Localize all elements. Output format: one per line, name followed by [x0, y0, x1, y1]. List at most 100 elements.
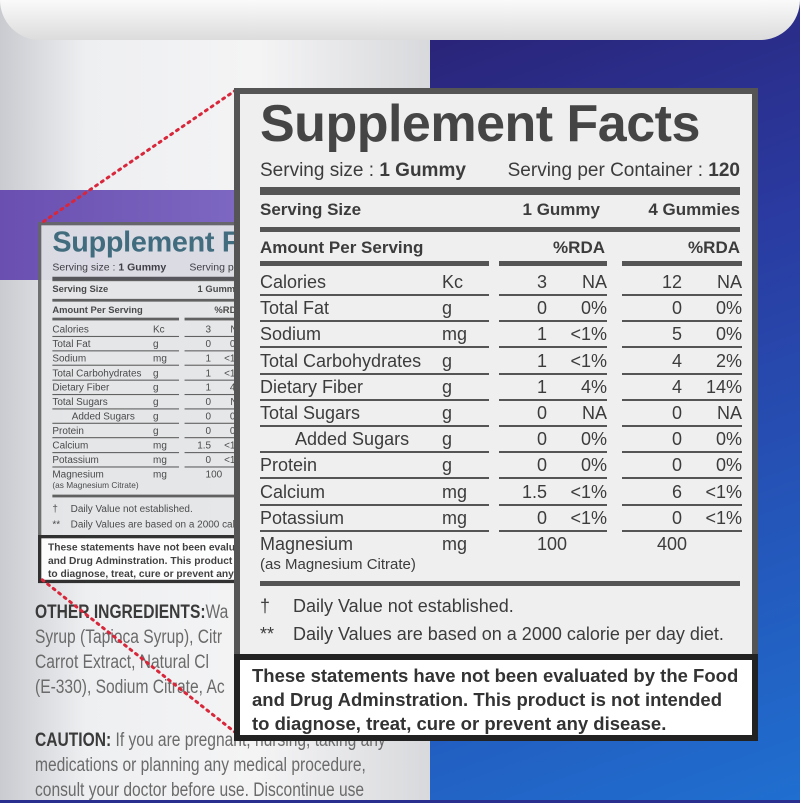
rda-1-gummy: <1% [570, 481, 607, 502]
nutrient-name: Total Fat [52, 338, 91, 350]
nutrient-unit: g [153, 367, 159, 379]
divider [260, 187, 740, 195]
serving-size-value: 1 Gummy [379, 160, 466, 181]
rda-1-gummy: 0% [580, 455, 607, 476]
divider [52, 276, 240, 282]
value-1-gummy: 1 [536, 324, 547, 345]
col-1-gummy: 1 Gummy [197, 283, 240, 295]
nutrient-name: Total Fat [260, 298, 330, 319]
footnote-text: Daily Value not established. [70, 502, 193, 514]
divider [499, 261, 607, 266]
serving-size-header: Serving Size [260, 200, 362, 219]
serving-info: Serving size : 1 Gummy Serving per Contai… [260, 160, 740, 182]
value-1-gummy: 3 [205, 323, 212, 335]
nutrient-unit: g [442, 455, 453, 476]
caution-line: consult your doctor before use. Disconti… [35, 780, 365, 801]
rda-4-gummies: <1% [705, 507, 742, 528]
amount-per-serving: Amount Per Serving [52, 304, 143, 316]
nutrient-name: Added Sugars [295, 429, 410, 450]
footnote-text: Daily Values are based on a 2000 calorie… [293, 624, 724, 644]
nutrient-row: Dietary Fiber g 1 4% 4 14% [260, 375, 742, 401]
value-1-gummy: 100 [536, 534, 567, 554]
nutrient-unit: mg [442, 507, 468, 528]
nutrient-name: Total Sugars [52, 396, 108, 408]
value-4-gummies: 5 [671, 324, 682, 345]
rda-4-gummies: 0% [715, 429, 742, 450]
label-title: Supplement Facts [260, 95, 700, 153]
nutrient-unit: Kc [153, 323, 165, 335]
nutrient-name: Magnesium [52, 468, 104, 480]
value-1-gummy: 1 [205, 381, 212, 393]
value-4-gummies: 0 [671, 455, 682, 476]
rda-1-gummy: <1% [224, 367, 240, 379]
nutrient-row: Sodium mg 1 <1% 5 0% [52, 352, 240, 366]
rda-4-gummies: NA [716, 272, 742, 292]
servings-label: Serving per Container : [189, 261, 240, 274]
amount-header: Amount Per Serving%RDA%RDA [52, 305, 240, 316]
nutrient-unit: g [442, 403, 453, 423]
rda-4-gummies: NA [716, 403, 742, 423]
rda-1-gummy: 4% [580, 376, 607, 397]
nutrient-unit: mg [153, 439, 167, 451]
nutrient-unit: mg [442, 481, 468, 502]
footnote-text: Daily Value not established. [293, 596, 514, 616]
value-1-gummy: 0 [536, 507, 547, 528]
serving-size-value: 1 Gummy [118, 261, 167, 274]
nutrient-unit: mg [153, 454, 167, 466]
nutrient-name: Calcium [52, 439, 89, 451]
nutrient-unit: g [442, 350, 453, 371]
nutrient-name: Added Sugars [71, 410, 135, 422]
col-1-gummy: 1 Gummy [522, 200, 600, 219]
divider [184, 317, 240, 321]
nutrient-name: Protein [52, 425, 84, 437]
nutrient-row: Protein g 0 0% 0 0% [52, 424, 240, 439]
nutrient-row: Total Carbohydrates g 1 <1% 4 2% [260, 349, 742, 375]
supplement-facts-label: Supplement Facts Serving size : 1 Gummy Se… [234, 88, 758, 741]
nutrient-row: Total Sugars g 0 NA 0 NA [260, 401, 742, 427]
caution-label: CAUTION: [35, 730, 112, 751]
value-4-gummies: 4 [671, 376, 682, 397]
rda-header: %RDA [553, 238, 605, 257]
nutrient-row: Dietary Fiber g 1 4% 4 14% [52, 381, 240, 395]
nutrient-row: Calories Kc 3 NA 12 NA [52, 323, 240, 338]
value-1-gummy: 0 [205, 338, 212, 350]
caution: CAUTION: If you are pregnant, nursing, t… [35, 728, 429, 803]
nutrient-row: Calories Kc 3 NA 12 NA [260, 270, 742, 296]
rda-4-gummies: 0% [715, 455, 742, 476]
rda-1-gummy: NA [581, 403, 607, 423]
footnote-1: † Daily Value not established. [52, 502, 192, 515]
value-1-gummy: 0 [536, 455, 547, 476]
divider [622, 261, 742, 266]
nutrient-name: Potassium [260, 507, 345, 528]
nutrient-name: Calories [260, 272, 327, 292]
rda-4-gummies: 0% [715, 298, 742, 319]
nutrient-row: Added Sugars g 0 0% 0 0% [260, 427, 742, 454]
value-1-gummy: 100 [205, 468, 223, 480]
value-1-gummy: 1 [536, 376, 547, 397]
nutrient-name: Protein [260, 455, 318, 476]
caution-line: medications or planning any medical proc… [35, 755, 366, 776]
nutrient-subtitle: (as Magnesium Citrate) [52, 480, 139, 491]
nutrient-unit: mg [153, 352, 167, 364]
value-4-gummies: 0 [671, 403, 682, 423]
value-1-gummy: 3 [536, 272, 547, 292]
bottle-cap [0, 0, 800, 40]
footnote-text: Daily Values are based on a 2000 calorie… [70, 518, 240, 530]
nutrient-row: Calcium mg 1.5 <1% 6 <1% [260, 480, 742, 506]
nutrient-row: Sodium mg 1 <1% 5 0% [260, 322, 742, 349]
nutrient-name: Calories [52, 323, 89, 335]
nutrient-row: Added Sugars g 0 0% 0 0% [52, 410, 240, 424]
fda-disclaimer: These statements have not been evaluated… [234, 654, 758, 741]
rda-4-gummies: 0% [715, 324, 742, 345]
rda-header: %RDA [214, 304, 240, 316]
divider [52, 298, 240, 302]
nutrient-unit: Kc [442, 272, 464, 292]
asterisk-symbol: ** [260, 624, 275, 644]
serving-size-label: Serving size : [260, 160, 375, 181]
dagger-symbol: † [52, 502, 58, 514]
label-title: Supplement Facts [52, 225, 240, 258]
nutrient-unit: g [153, 425, 159, 437]
column-header: Serving Size 1 Gummy 4 Gummies [260, 200, 740, 220]
rda-1-gummy: 0% [580, 429, 607, 450]
footnote-1: † Daily Value not established. [260, 596, 514, 617]
